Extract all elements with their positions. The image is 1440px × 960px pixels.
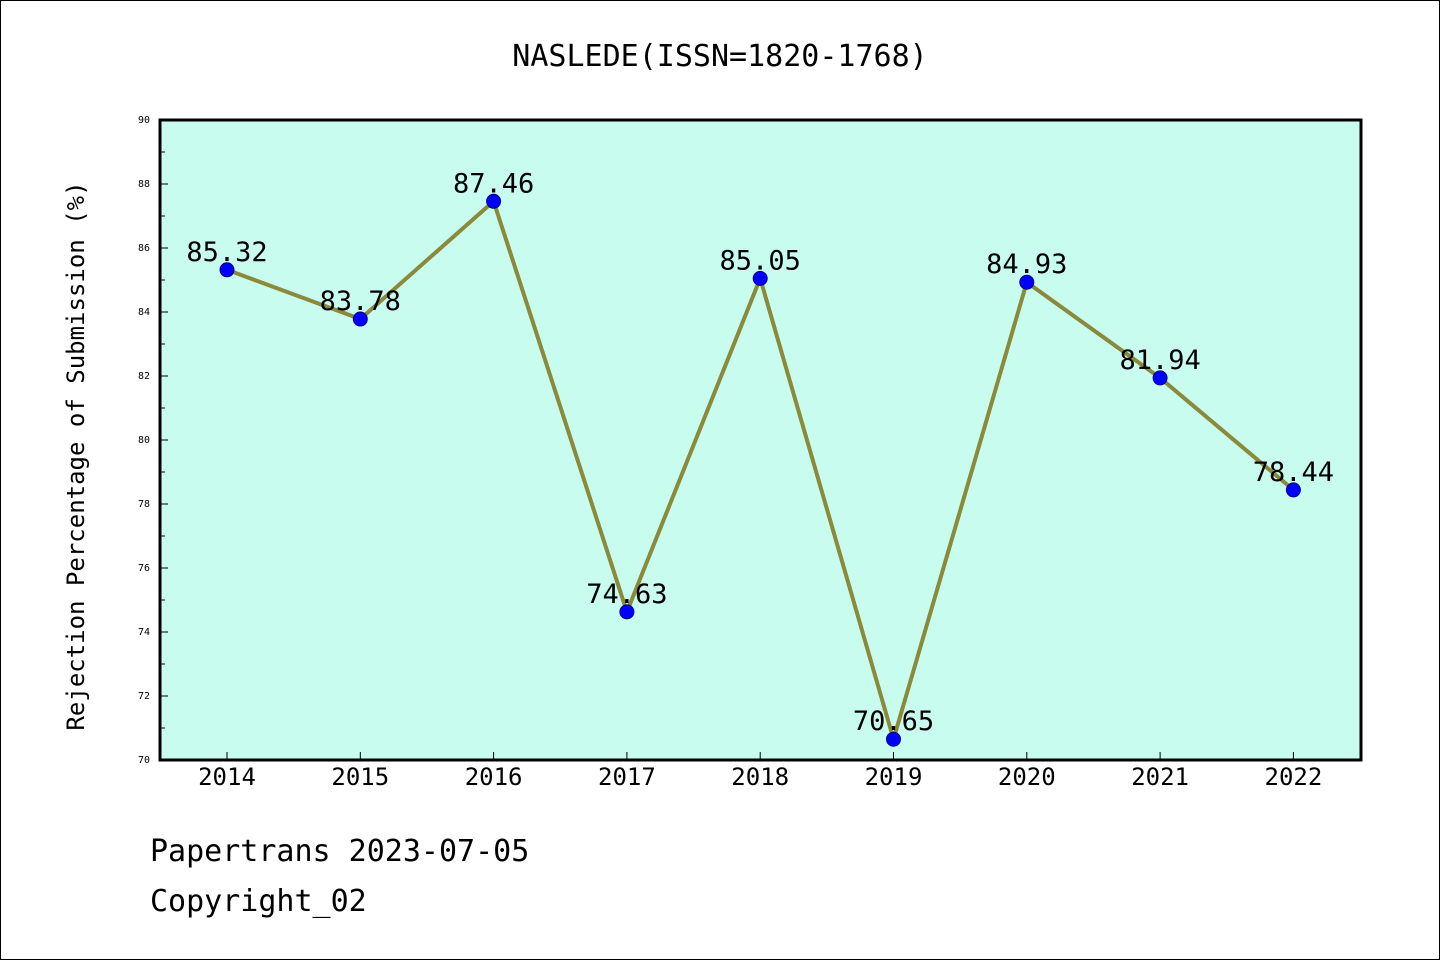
y-tick-label: 82 — [138, 371, 150, 382]
y-tick-label: 76 — [138, 563, 150, 574]
chart-title: NASLEDE(ISSN=1820-1768) — [512, 39, 927, 74]
data-point-marker — [752, 270, 768, 286]
data-label: 87.46 — [453, 168, 534, 199]
y-tick-label: 86 — [138, 243, 150, 254]
data-point-marker — [1285, 482, 1301, 498]
x-tick-label: 2014 — [198, 763, 256, 791]
x-tick-label: 2022 — [1265, 763, 1323, 791]
y-tick-label: 72 — [138, 691, 150, 702]
data-point-marker — [886, 731, 901, 747]
x-tick-label: 2020 — [998, 763, 1056, 791]
plot-area — [158, 118, 1363, 762]
data-point-marker — [1152, 370, 1168, 386]
data-labels-group: 85.32 83.78 87.46 74.63 85.05 70.65 84.93 81.94… — [186, 168, 1334, 737]
data-label: 83.78 — [320, 286, 401, 317]
data-point-marker — [352, 311, 368, 327]
x-tick-label: 2017 — [598, 763, 656, 791]
x-tick-label: 2021 — [1131, 763, 1189, 791]
data-label: 70.65 — [853, 706, 934, 737]
markers-group — [219, 193, 1301, 747]
data-label: 78.44 — [1253, 457, 1334, 488]
y-tick-label: 80 — [138, 435, 150, 446]
data-point-marker — [219, 262, 235, 278]
x-tick-label: 2016 — [465, 763, 523, 791]
data-point-marker — [486, 193, 502, 209]
footer-source-line: Papertrans 2023-07-05 — [150, 834, 530, 869]
data-label: 81.94 — [1119, 345, 1200, 376]
data-label: 84.93 — [986, 249, 1067, 280]
x-tick-label: 2015 — [331, 763, 389, 791]
y-tick-label: 78 — [138, 499, 150, 510]
footer-copyright-line: Copyright_02 — [150, 884, 367, 919]
y-axis-label: Rejection Percentage of Submission (%) — [62, 181, 90, 730]
y-tick-label: 74 — [138, 627, 150, 638]
y-tick-label: 90 — [138, 115, 150, 126]
y-tick-label: 88 — [138, 179, 150, 190]
x-tick-label: 2019 — [865, 763, 923, 791]
x-axis: 2014 2015 2016 2017 2018 2019 2020 2021 2022 — [198, 752, 1322, 791]
x-tick-label: 2018 — [731, 763, 789, 791]
data-label: 85.05 — [720, 245, 801, 276]
y-tick-label: 70 — [138, 755, 150, 766]
data-label: 85.32 — [186, 237, 267, 268]
y-tick-label: 84 — [138, 307, 150, 318]
y-axis: 70 72 74 76 78 80 82 84 86 88 90 — [138, 115, 168, 766]
data-point-marker — [1019, 274, 1035, 290]
data-point-marker — [619, 604, 635, 620]
data-label: 74.63 — [586, 579, 667, 610]
